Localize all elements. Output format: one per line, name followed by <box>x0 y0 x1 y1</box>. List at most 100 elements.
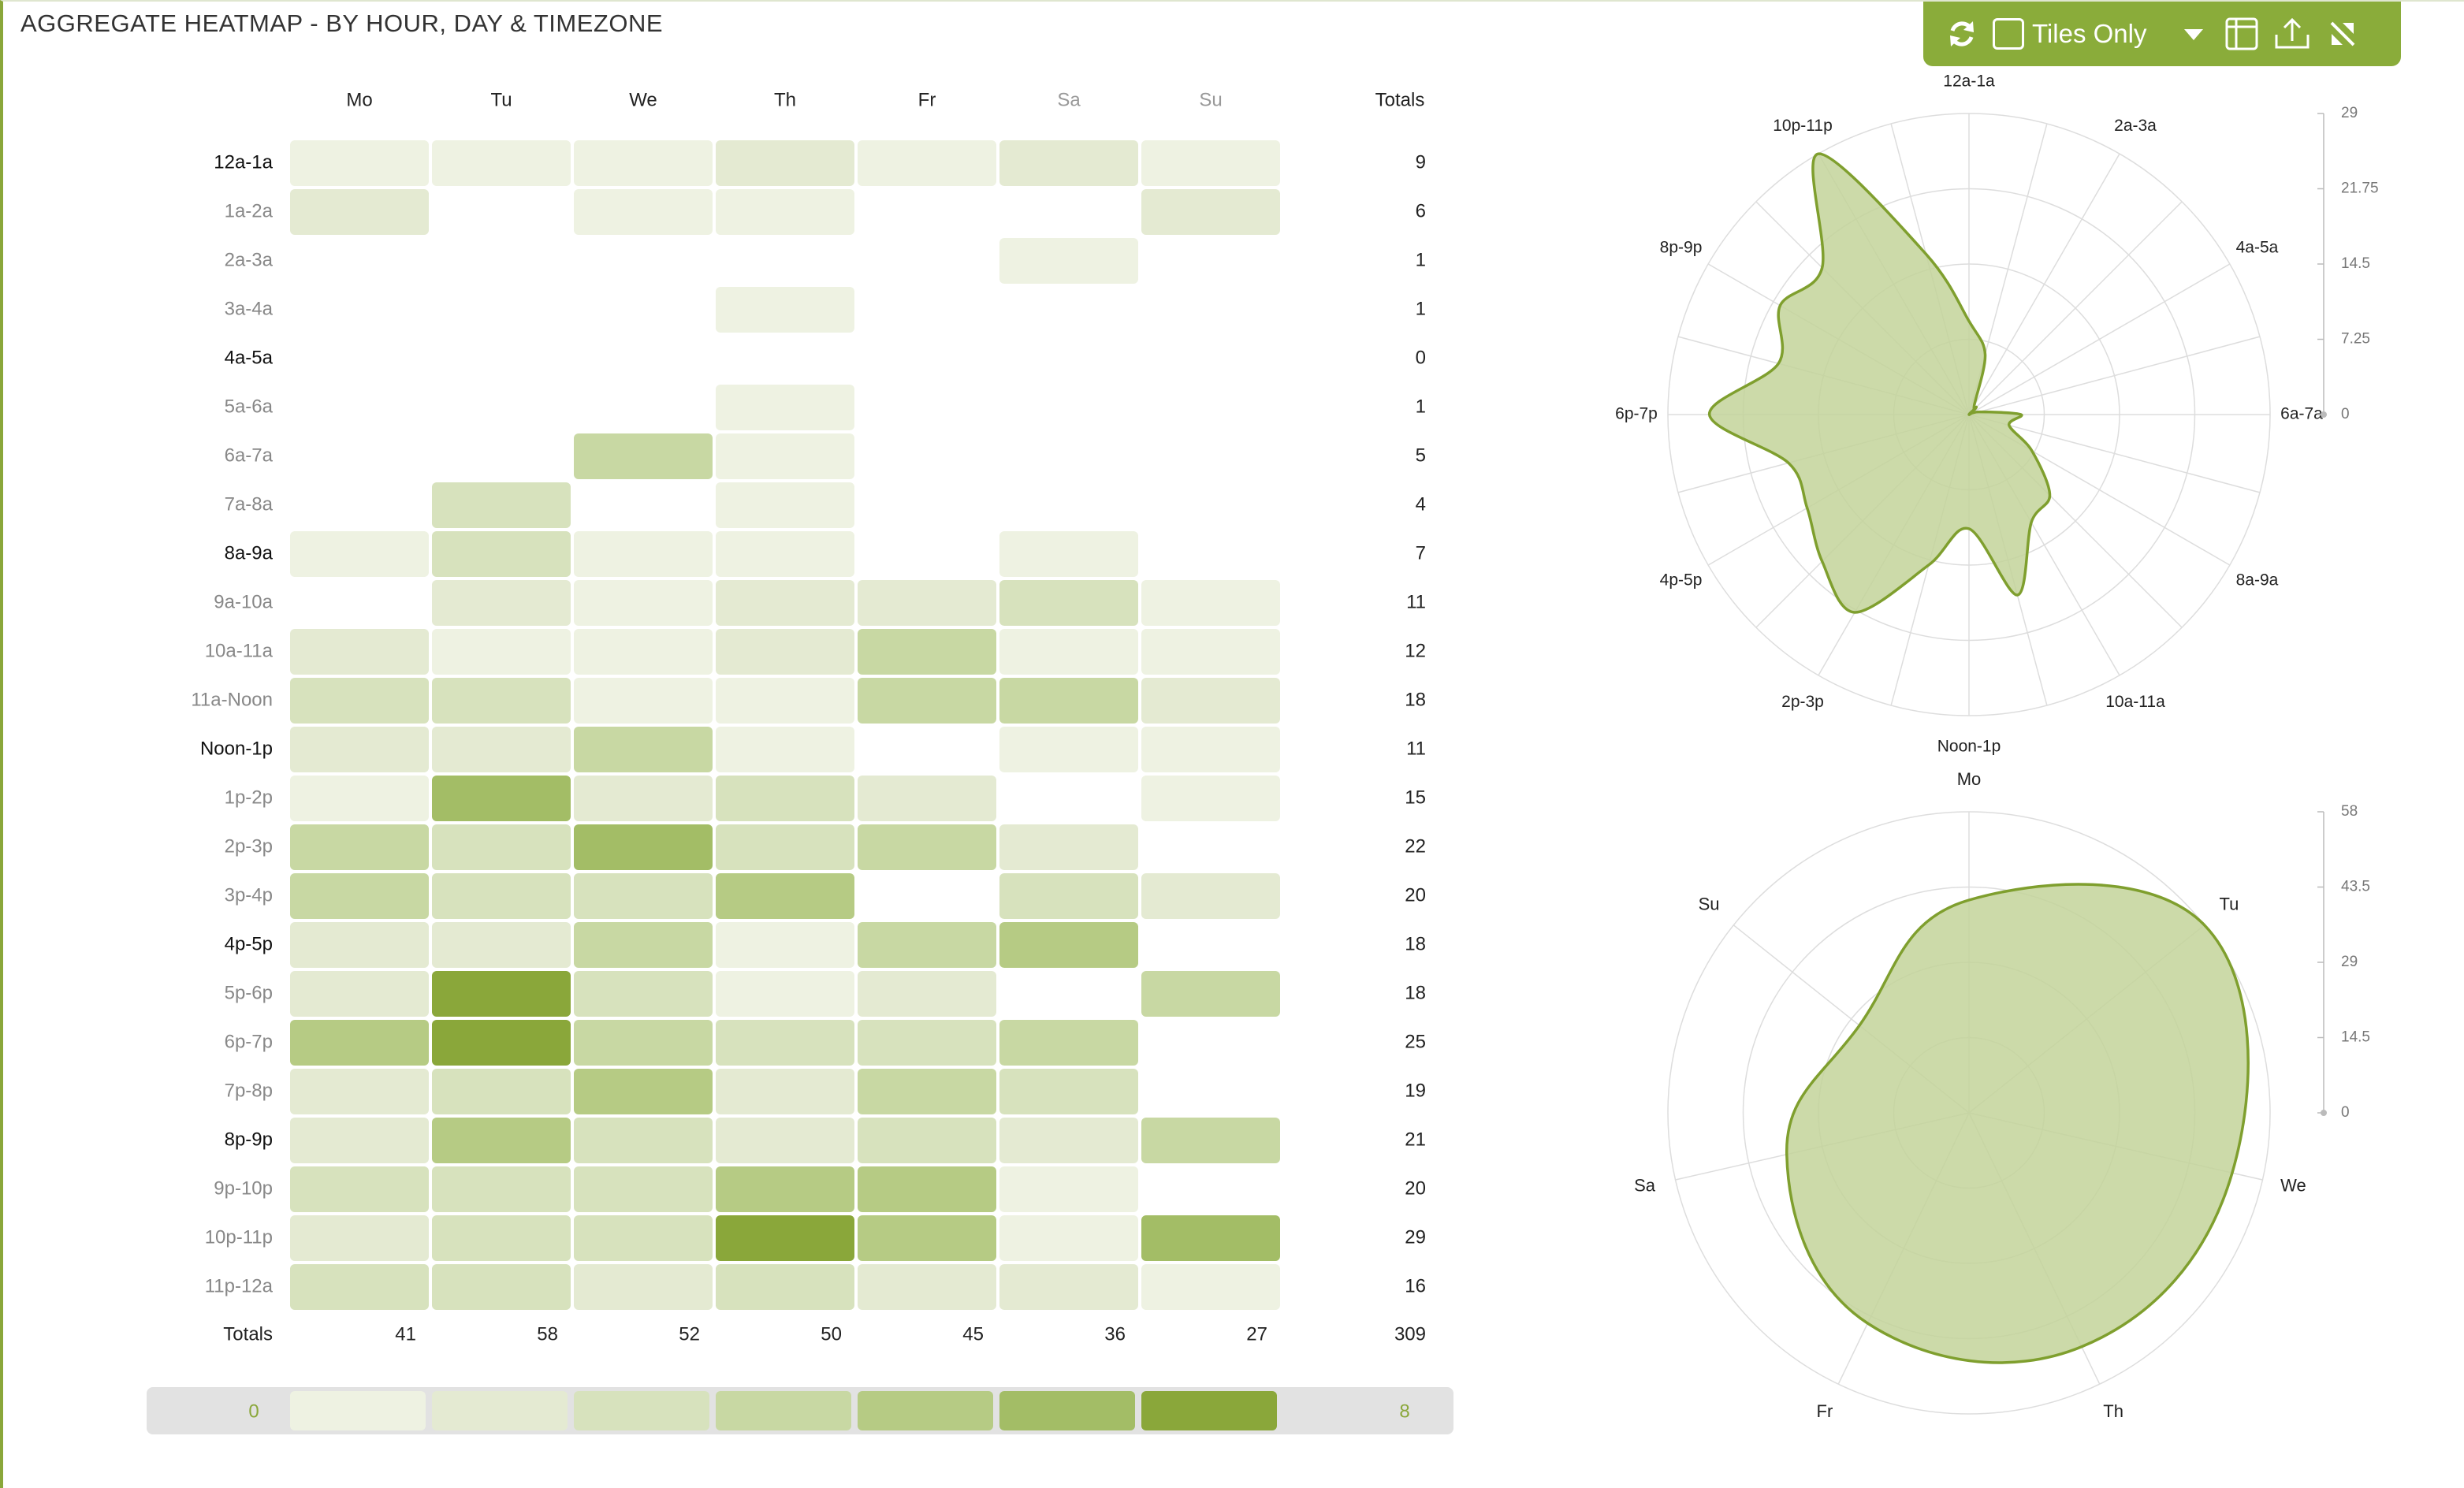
row-label: 8a-9a <box>225 542 274 564</box>
heatmap-cell <box>716 433 854 479</box>
column-header-su: Su <box>1199 89 1222 110</box>
radar-radial-origin <box>2321 411 2327 418</box>
heatmap-cell <box>858 776 996 821</box>
heatmap-cell <box>1141 873 1280 919</box>
legend-swatch <box>574 1391 709 1430</box>
row-label: 8p-9p <box>225 1129 273 1150</box>
heatmap-cell <box>999 1264 1138 1310</box>
radar-spoke <box>1968 414 2261 493</box>
heatmap-cell <box>1141 1264 1280 1310</box>
heatmap-cell <box>999 922 1138 968</box>
heatmap-cell <box>432 140 571 186</box>
heatmap-cell <box>290 1264 429 1310</box>
heatmap-cell <box>858 1069 996 1114</box>
heatmap-cell <box>290 189 429 235</box>
collapse-button[interactable] <box>2321 12 2365 56</box>
heatmap-cell <box>999 1069 1138 1114</box>
radar-axis-label: 2a-3a <box>2114 117 2157 135</box>
row-label: 2a-3a <box>225 249 274 270</box>
radar-axis-label: 10a-11a <box>2105 693 2165 711</box>
heatmap-cell <box>858 1166 996 1212</box>
heatmap-cell <box>432 1166 571 1212</box>
radar-axis-label: 12a-1a <box>1943 73 1995 91</box>
radar-axis-label: Fr <box>1817 1401 1833 1421</box>
collapse-icon <box>2330 21 2355 46</box>
row-label: 12a-1a <box>214 151 273 173</box>
radar-spoke <box>1968 336 2261 415</box>
tiles-only-checkbox[interactable] <box>1993 18 2024 50</box>
chevron-down-icon <box>2184 29 2203 40</box>
heatmap-cell <box>432 824 571 870</box>
heatmap-cell <box>574 189 713 235</box>
heatmap-cell <box>999 824 1138 870</box>
heatmap-cell <box>290 922 429 968</box>
row-total: 0 <box>1416 347 1426 368</box>
heatmap-cell <box>574 1069 713 1114</box>
row-label: 3a-4a <box>225 298 274 319</box>
heatmap-cell <box>290 824 429 870</box>
heatmap-cell <box>716 678 854 724</box>
radar-axis-label: Tu <box>2220 895 2239 914</box>
row-label: 9p-10p <box>214 1177 273 1199</box>
column-total: 50 <box>821 1323 842 1345</box>
row-total: 1 <box>1416 396 1426 417</box>
heatmap-cell <box>574 433 713 479</box>
heatmap-cell <box>574 824 713 870</box>
heatmap-cell <box>290 1118 429 1163</box>
heatmap-cell <box>716 1020 854 1066</box>
legend-swatch <box>1141 1391 1277 1430</box>
heatmap-cell <box>716 1215 854 1261</box>
heatmap-cell <box>716 385 854 430</box>
heatmap-cell <box>290 629 429 675</box>
row-total: 20 <box>1405 1177 1426 1199</box>
row-label: 11p-12a <box>205 1275 274 1296</box>
heatmap-cell <box>574 1264 713 1310</box>
legend-swatch <box>716 1391 851 1430</box>
heatmap-cell <box>858 1264 996 1310</box>
radar-radial-tick-label: 29 <box>2341 105 2358 121</box>
heatmap-cell <box>999 629 1138 675</box>
export-icon <box>2275 17 2310 49</box>
refresh-button[interactable] <box>1942 14 1982 54</box>
legend-max-label: 8 <box>1399 1401 1409 1422</box>
heatmap-cell <box>574 580 713 626</box>
heatmap-cell <box>432 482 571 528</box>
heatmap-cell <box>999 531 1138 577</box>
heatmap-cell <box>716 580 854 626</box>
radar-axis-label: We <box>2280 1176 2306 1196</box>
export-button[interactable] <box>2270 12 2314 56</box>
heatmap-cell <box>432 629 571 675</box>
heatmap-cell <box>432 922 571 968</box>
radar-axis-label: 4a-5a <box>2236 239 2279 257</box>
radar-radial-tick-label: 58 <box>2341 803 2358 820</box>
totals-row-label: Totals <box>223 1323 273 1345</box>
heatmap-cell <box>999 1166 1138 1212</box>
table-view-button[interactable] <box>2220 12 2264 56</box>
radar-data-area <box>1707 152 2052 614</box>
row-total: 1 <box>1416 249 1426 270</box>
row-total: 11 <box>1406 738 1426 759</box>
radar-axis-label: Th <box>2103 1401 2123 1421</box>
heatmap-cell <box>999 873 1138 919</box>
heatmap-cell <box>432 971 571 1017</box>
heatmap-cell <box>858 1215 996 1261</box>
heatmap-cell <box>716 922 854 968</box>
radar-axis-label: 4p-5p <box>1660 571 1703 590</box>
heatmap-cell <box>716 1166 854 1212</box>
heatmap-cell <box>716 873 854 919</box>
column-total: 41 <box>395 1323 416 1345</box>
heatmap-cell <box>716 629 854 675</box>
heatmap-cell <box>432 1069 571 1114</box>
radar-axis-label: Sa <box>1634 1176 1656 1196</box>
heatmap-cell <box>999 140 1138 186</box>
heatmap-cell <box>432 1118 571 1163</box>
refresh-icon <box>1950 21 1974 46</box>
heatmap-cell <box>574 629 713 675</box>
tiles-dropdown-button[interactable] <box>2174 14 2213 54</box>
heatmap-cell <box>999 238 1138 284</box>
heatmap-cell <box>574 1020 713 1066</box>
heatmap-cell <box>1141 629 1280 675</box>
row-label: 5a-6a <box>225 396 274 417</box>
radar-axis-label: 6p-7p <box>1615 405 1658 423</box>
